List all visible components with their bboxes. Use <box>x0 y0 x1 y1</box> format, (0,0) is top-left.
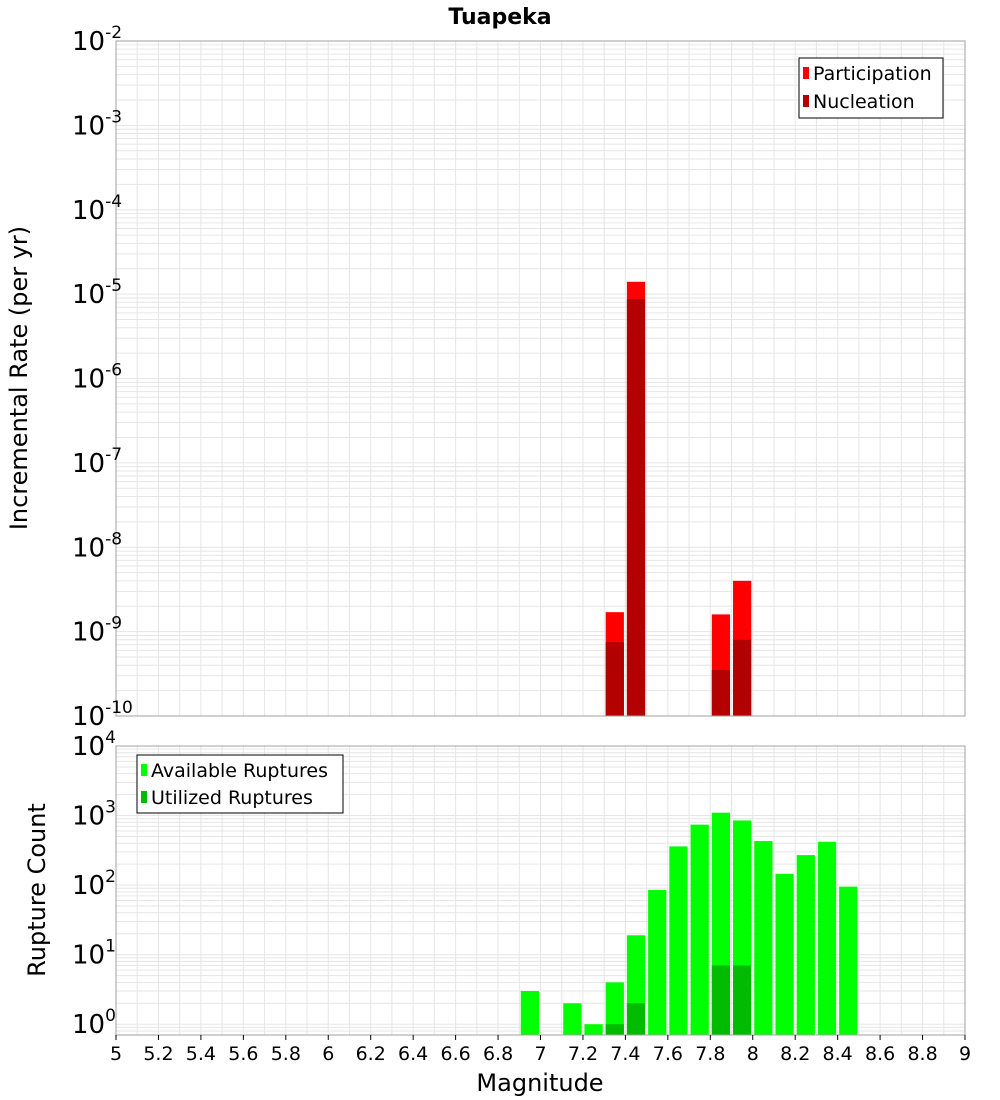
nucleation-legend-label: Nucleation <box>813 91 915 113</box>
bar-nucleation-0 <box>605 642 624 716</box>
chart-title: Tuapeka <box>448 5 551 30</box>
magnitude-x-ticks: 5 5.2 5.4 5.6 5.8 6 6.2 6.4 6.6 6.8 7 7.2 7.4 7.6 7.8 8… <box>110 1035 971 1065</box>
x-tick-label: 5.2 <box>143 1043 173 1065</box>
bar-available-ruptures-13 <box>817 841 837 1035</box>
count-y-ticks: 100 101 102 103 104 <box>72 728 116 1040</box>
bar-available-ruptures-5 <box>648 890 667 1035</box>
x-axis-label: Magnitude <box>476 1069 603 1097</box>
x-tick-label: 7.4 <box>610 1043 640 1065</box>
bar-nucleation-2 <box>711 670 731 716</box>
rate-panel: 10-10 10-9 10-8 10-7 10-6 10-5 10-4 10-3 10-2 In… <box>5 23 966 732</box>
utilized-legend-swatch <box>141 791 147 803</box>
count-legend-box <box>136 754 344 814</box>
rate-plot-frame <box>115 40 966 717</box>
count-bars <box>520 812 858 1035</box>
count-legend: Available Ruptures Utilized Ruptures <box>136 754 344 814</box>
bar-available-ruptures-0 <box>520 991 539 1035</box>
y-tick-label: 103 <box>72 798 116 832</box>
x-tick-label: 5.4 <box>186 1043 216 1065</box>
x-tick-label: 7.8 <box>695 1043 725 1065</box>
x-tick-label: 5.8 <box>271 1043 301 1065</box>
x-tick-label: 5 <box>110 1043 122 1065</box>
participation-legend-label: Participation <box>813 63 932 85</box>
bar-available-ruptures-10 <box>754 841 773 1035</box>
x-tick-label: 6.8 <box>483 1043 513 1065</box>
y-tick-label: 10-10 <box>72 698 133 732</box>
bar-available-ruptures-1 <box>563 1003 582 1035</box>
x-tick-label: 6.6 <box>440 1043 470 1065</box>
bar-utilized-ruptures-2 <box>711 965 731 1035</box>
x-tick-label: 6.2 <box>356 1043 386 1065</box>
nucleation-legend-swatch <box>803 95 809 107</box>
participation-legend-swatch <box>803 67 809 79</box>
y-tick-label: 10-9 <box>72 614 122 648</box>
x-tick-label: 8.2 <box>780 1043 810 1065</box>
bar-available-ruptures-12 <box>796 855 815 1035</box>
bar-available-ruptures-3 <box>605 982 624 1035</box>
x-tick-label: 9 <box>959 1043 971 1065</box>
x-tick-label: 7.6 <box>653 1043 683 1065</box>
y-tick-label: 10-3 <box>72 107 122 141</box>
bar-available-ruptures-7 <box>690 824 709 1035</box>
x-tick-label: 8.4 <box>823 1043 853 1065</box>
rate-y-axis-label: Incremental Rate (per yr) <box>5 226 33 530</box>
bar-available-ruptures-11 <box>775 873 794 1035</box>
x-tick-label: 7 <box>534 1043 546 1065</box>
rate-legend-box <box>798 57 944 119</box>
x-tick-label: 8.8 <box>907 1043 937 1065</box>
x-tick-label: 5.6 <box>228 1043 258 1065</box>
bar-available-ruptures-6 <box>669 846 688 1035</box>
y-tick-label: 104 <box>72 728 116 762</box>
y-tick-label: 10-5 <box>72 276 122 310</box>
y-tick-label: 10-2 <box>72 23 122 57</box>
count-y-axis-label: Rupture Count <box>23 803 51 977</box>
y-tick-label: 10-4 <box>72 192 122 226</box>
x-tick-label: 6.4 <box>398 1043 428 1065</box>
bar-utilized-ruptures-0 <box>605 1024 624 1035</box>
bar-utilized-ruptures-3 <box>733 965 752 1035</box>
rupture-count-panel: 100 101 102 103 104 5 5.2 5.4 5.6 5.8 6 6.2 6.4 6.6 6… <box>23 728 971 1097</box>
x-tick-label: 8 <box>747 1043 759 1065</box>
y-tick-label: 102 <box>72 867 116 901</box>
y-tick-label: 100 <box>72 1006 116 1040</box>
bar-utilized-ruptures-1 <box>626 1003 646 1035</box>
y-tick-label: 101 <box>72 937 116 971</box>
x-tick-label: 7.2 <box>568 1043 598 1065</box>
bar-available-ruptures-14 <box>839 886 858 1035</box>
bar-available-ruptures-2 <box>584 1024 603 1035</box>
y-tick-label: 10-7 <box>72 445 122 479</box>
available-legend-swatch <box>141 764 147 776</box>
rate-bars <box>605 281 752 716</box>
x-tick-label: 8.6 <box>865 1043 895 1065</box>
x-tick-label: 6 <box>322 1043 334 1065</box>
available-legend-label: Available Ruptures <box>151 760 328 782</box>
utilized-legend-label: Utilized Ruptures <box>151 787 313 809</box>
rate-legend: Participation Nucleation <box>798 57 944 119</box>
rate-y-ticks: 10-10 10-9 10-8 10-7 10-6 10-5 10-4 10-3 10-2 <box>72 23 133 732</box>
y-tick-label: 10-8 <box>72 529 122 563</box>
bar-nucleation-1 <box>626 299 646 716</box>
rate-gridlines <box>116 41 965 716</box>
y-tick-label: 10-6 <box>72 361 122 395</box>
bar-nucleation-3 <box>733 639 752 716</box>
